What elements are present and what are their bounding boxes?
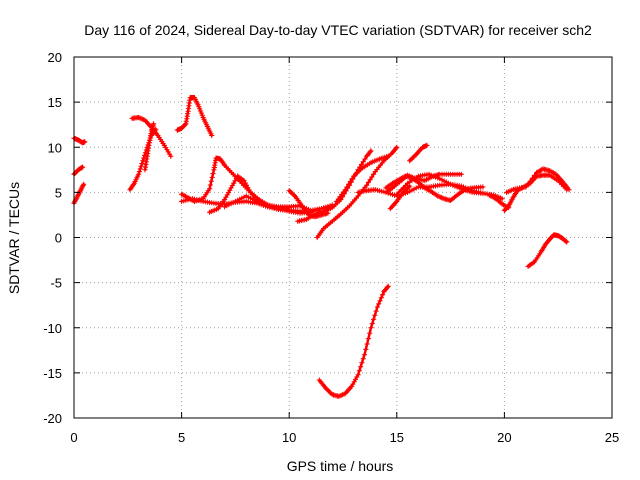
data-point-markers [142, 121, 157, 173]
data-point-markers [222, 193, 335, 213]
data-series-arc-26 [316, 283, 391, 399]
y-tick-label: 0 [55, 231, 62, 246]
data-series-arc-25 [525, 232, 570, 269]
grid-lines [74, 57, 612, 418]
data-series-arc-10 [207, 173, 292, 215]
x-axis-title: GPS time / hours [287, 458, 394, 474]
data-point-markers [525, 232, 570, 269]
data-series-arc-20 [394, 171, 505, 202]
data-series-arc-15 [333, 153, 391, 204]
data-trace [389, 184, 411, 210]
data-series-arc-18 [407, 142, 430, 164]
data-series-arc-7 [174, 95, 215, 139]
chart-title: Day 116 of 2024, Sidereal Day-to-day VTE… [84, 22, 592, 38]
data-series-arc-11 [222, 193, 335, 213]
data-point-markers [333, 153, 391, 204]
y-axis-title: SDTVAR / TECUs [6, 182, 22, 294]
data-series-arc-19 [383, 173, 486, 204]
y-tick-label: 20 [48, 50, 62, 65]
y-tick-label: 10 [48, 140, 62, 155]
y-tick-label: 15 [48, 95, 62, 110]
data-series-arc-2 [71, 164, 86, 177]
series-group [71, 95, 572, 399]
y-tick-label: -10 [43, 321, 62, 336]
data-point-markers [174, 95, 215, 139]
x-tick-label: 0 [70, 430, 77, 445]
data-point-markers [504, 166, 572, 195]
y-tick-label: 5 [55, 185, 62, 200]
y-tick-label: -15 [43, 366, 62, 381]
data-point-markers [383, 173, 486, 204]
x-tick-label: 5 [178, 430, 185, 445]
y-tick-label: -20 [43, 411, 62, 426]
data-series-arc-21 [387, 183, 413, 212]
x-tick-label: 10 [282, 430, 296, 445]
data-series-arc-24 [504, 166, 572, 195]
data-point-markers [179, 155, 335, 216]
data-point-markers [127, 126, 159, 193]
data-point-markers [286, 188, 331, 220]
data-point-markers [387, 183, 413, 212]
y-tick-label: -5 [50, 276, 62, 291]
data-series-arc-5 [127, 126, 159, 193]
x-tick-label: 20 [497, 430, 511, 445]
axis-ticks: 0 5 10 15 20 25 -20 -15 -10 -5 0 5 10 15 20 [43, 50, 619, 445]
data-point-markers [407, 142, 430, 164]
data-series-arc-12 [286, 188, 331, 220]
x-tick-label: 25 [605, 430, 619, 445]
x-tick-label: 15 [390, 430, 404, 445]
data-series-arc-6 [142, 121, 157, 173]
data-series-arc-8 [179, 155, 335, 216]
data-point-markers [316, 283, 391, 399]
